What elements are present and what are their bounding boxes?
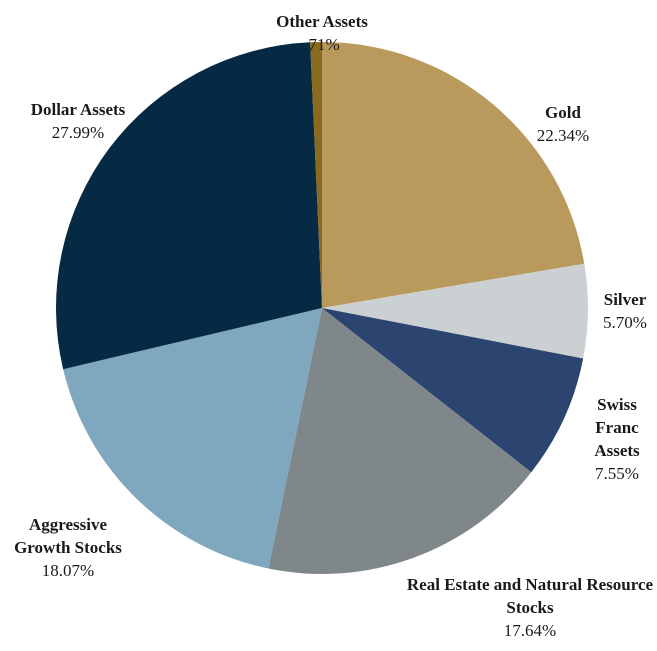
category-label: Gold <box>545 103 581 122</box>
slice-label: Silver 5.70% <box>585 288 657 334</box>
pie-slice <box>56 42 322 370</box>
pie-slice <box>322 42 585 308</box>
category-label: Aggressive Growth Stocks <box>14 515 122 557</box>
pie-slice <box>322 263 588 359</box>
slice-label: Real Estate and Natural Resource Stocks 1… <box>400 573 657 642</box>
slice-label: Aggressive Growth Stocks 18.07% <box>12 513 124 582</box>
category-label: Other Assets <box>276 12 368 31</box>
category-label: Silver <box>603 290 647 309</box>
category-label: Real Estate and Natural Resource Stocks <box>406 575 654 617</box>
value-label: 22.34% <box>536 126 590 145</box>
pie-slice <box>63 308 323 569</box>
pie-slice <box>310 42 322 308</box>
slice-label: Other Assets .71% <box>242 10 402 56</box>
value-label: 27.99% <box>51 123 105 142</box>
value-label: .71% <box>304 35 340 54</box>
value-label: 18.07% <box>41 561 95 580</box>
slice-label: Swiss Franc Assets 7.55% <box>581 393 653 485</box>
category-label: Swiss Franc Assets <box>594 395 640 460</box>
value-label: 17.64% <box>503 621 557 640</box>
pie-slice <box>268 308 532 574</box>
value-label: 7.55% <box>595 464 639 483</box>
value-label: 5.70% <box>603 313 647 332</box>
pie-slice <box>322 308 584 473</box>
slice-label: Dollar Assets 27.99% <box>0 98 158 144</box>
category-label: Dollar Assets <box>30 100 126 119</box>
slice-label: Gold 22.34% <box>503 101 623 147</box>
